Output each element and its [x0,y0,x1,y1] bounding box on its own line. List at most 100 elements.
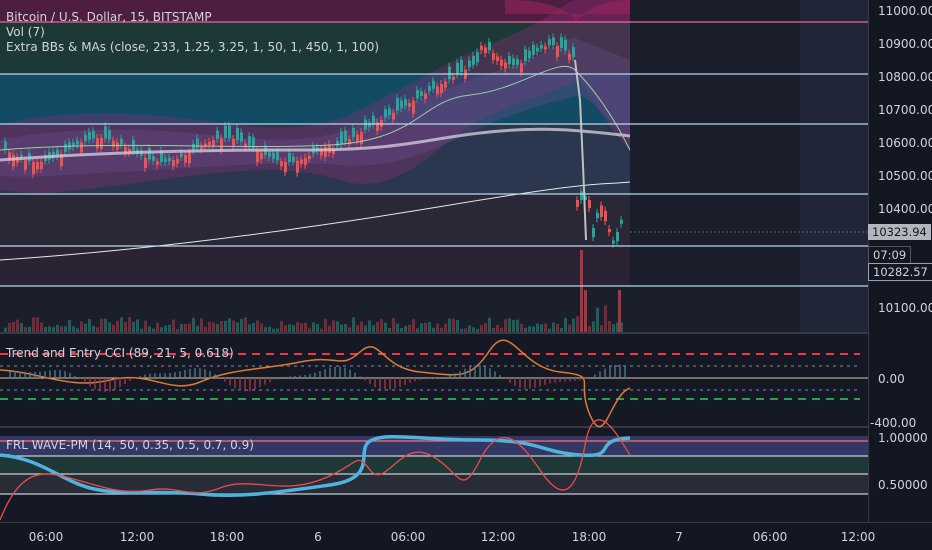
candle-body [308,155,311,160]
volume-bar [536,323,539,332]
candle-body [516,59,519,65]
candle-body [236,127,239,141]
cci-pane [0,334,868,428]
price-tick: 10100.00 [878,301,932,315]
candle-body [220,138,223,151]
volume-bar [228,318,231,332]
volume-bar [108,322,111,332]
volume-bar [224,320,227,332]
bollinger-spike [505,0,630,21]
price-tick: 10600.00 [878,136,932,150]
volume-bar [248,324,251,332]
candle-body [76,140,79,145]
time-tick: 12:00 [119,530,155,544]
candle-body [340,131,343,144]
ma-mid-line [0,127,631,162]
candle-body [188,152,191,164]
horizontal-levels [0,21,868,287]
volume-spike [618,290,621,332]
volume-bar [20,323,23,332]
volume-bar [192,317,195,332]
zone-top [0,0,630,22]
candle-body [184,154,187,163]
candle-body [456,62,459,75]
candle-body [272,152,275,159]
main-legend[interactable]: Bitcoin / U.S. Dollar, 15, BITSTAMP Vol … [6,10,379,55]
volume-bar [436,323,439,332]
candle-body [420,91,423,96]
volume-bar [264,327,267,332]
frl-legend[interactable]: FRL WAVE-PM (14, 50, 0.35, 0.5, 0.7, 0.9… [6,438,254,453]
volume-bar [260,323,263,332]
candle-body [320,148,323,156]
candle-body [244,143,247,148]
candle-body [560,37,563,48]
ma-long-line [0,181,631,261]
moving-averages [0,59,631,261]
volume-bar [600,325,603,332]
volume-bar [100,318,103,332]
volume-bar [492,328,495,332]
candle-body [296,160,299,173]
candle-body [144,157,147,168]
candle-body [584,196,587,200]
volume-label[interactable]: Vol (7) [6,25,45,39]
volume-bar [32,317,35,332]
volume-bar [352,317,355,332]
symbol-title[interactable]: Bitcoin / U.S. Dollar, 15, BITSTAMP [6,10,212,24]
volume-bar [340,324,343,332]
indicator-label[interactable]: Extra BBs & MAs (close, 233, 1.25, 3.25,… [6,40,380,54]
candle-body [348,139,351,145]
candle-body [480,45,483,50]
volume-bar [52,327,55,332]
cci-legend[interactable]: Trend and Entry CCI (89, 21, 5, 0.618) [6,346,234,361]
candle-body [84,134,87,141]
candle-body [356,134,359,141]
candle-body [260,152,263,160]
volume-spike [584,290,587,332]
volume-bar [184,324,187,332]
candle-body [448,66,451,80]
volume-bar [428,321,431,332]
price-tick: 10700.00 [878,103,932,117]
volume-spike [580,250,583,332]
candle-body [228,125,231,139]
volume-bar [200,318,203,332]
volume-bar [616,322,619,332]
volume-bar [276,328,279,332]
volume-bar [592,321,595,332]
volume-bar [48,326,51,332]
candle-body [540,45,543,49]
candle-body [352,127,355,137]
candle-body [148,147,151,160]
candle-body [168,157,171,162]
candle-body [620,219,623,224]
volume-bar [520,323,523,332]
volume-bar [476,328,479,332]
candle-body [392,112,395,120]
candle-body [152,156,155,161]
volume-bar [452,318,455,332]
candle-body [32,161,35,175]
candlesticks [4,33,623,248]
volume-bar [420,323,423,332]
volume-bar [432,327,435,332]
candle-body [288,152,291,162]
candle-body [436,86,439,95]
volume-bar [168,324,171,332]
volume-bar [240,319,243,332]
time-tick: 18:00 [571,530,607,544]
volume-bar [16,319,19,332]
cci-label[interactable]: Trend and Entry CCI (89, 21, 5, 0.618) [6,346,234,360]
volume-bar [568,324,571,332]
frl-label[interactable]: FRL WAVE-PM (14, 50, 0.35, 0.5, 0.7, 0.9… [6,438,254,452]
volume-bar [272,328,275,332]
candle-body [108,129,111,140]
candle-body [40,161,43,169]
volume-bar [104,318,107,332]
candle-body [60,154,63,167]
volume-bar [232,320,235,332]
candle-body [80,142,83,153]
candle-body [408,103,411,107]
